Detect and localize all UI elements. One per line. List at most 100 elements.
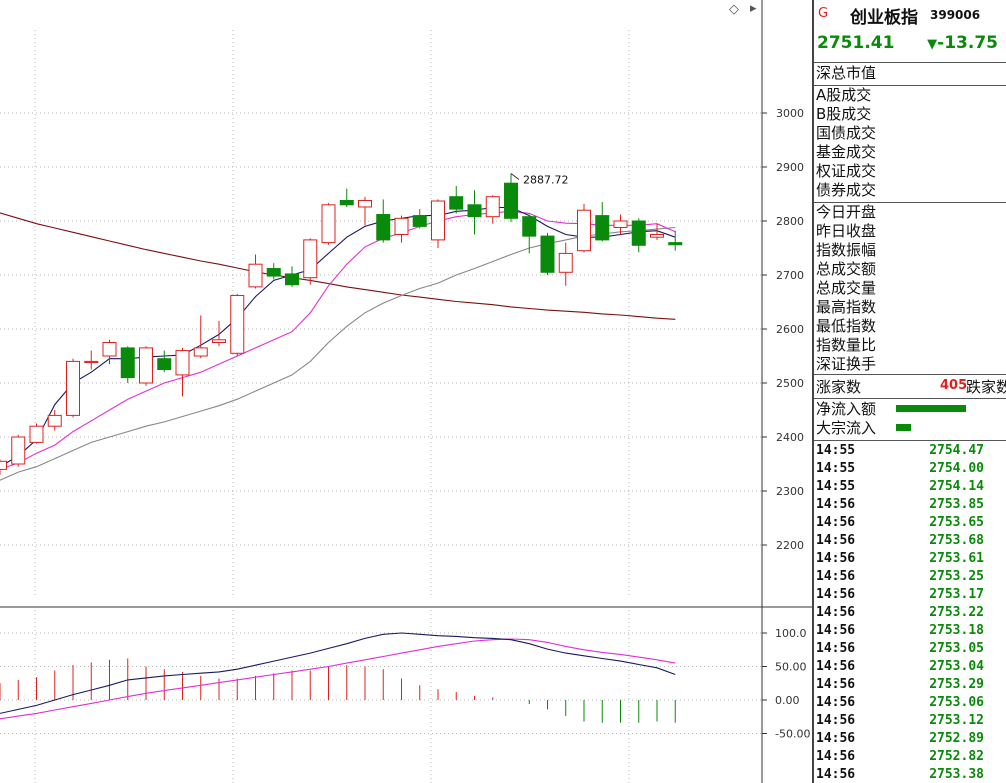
tick-price: 2753.68 xyxy=(929,533,984,548)
y-tick-label: 2500 xyxy=(776,377,804,390)
tick-row: 14:56 2753.85 xyxy=(814,496,1006,514)
flow-bar xyxy=(896,424,912,431)
macd-y-tick-label: 100.0 xyxy=(775,627,807,640)
tick-row: 14:56 2753.18 xyxy=(814,622,1006,640)
candle-up xyxy=(303,239,318,279)
candle-up xyxy=(193,347,208,357)
kline-chart[interactable]: 3000 2900 2800 2700 2600 2500 2400 2300 2200 2887… xyxy=(0,0,812,783)
tick-row: 14:56 2753.06 xyxy=(814,694,1006,712)
tick-time: 14:56 xyxy=(816,641,856,656)
candle-down xyxy=(449,196,464,210)
candle-up xyxy=(230,295,245,354)
stat-label: 深总市值 xyxy=(816,64,877,82)
candle-up xyxy=(47,414,62,427)
tick-row: 14:55 2754.14 xyxy=(814,478,1006,496)
flow-bar xyxy=(896,405,966,412)
tick-row: 14:56 2753.29 xyxy=(814,676,1006,694)
index-header: G 创业板指 399006 xyxy=(814,0,1006,28)
divider xyxy=(814,440,1006,441)
stat-label: 权证成交 xyxy=(816,162,877,180)
price-row: 2751.41 ▼-13.75 xyxy=(814,30,1006,58)
last-price: 2751.41 xyxy=(817,33,895,53)
tick-time: 14:56 xyxy=(816,569,856,584)
stat-label: B股成交 xyxy=(816,105,872,123)
g-flag: G xyxy=(818,6,829,21)
candle-down xyxy=(467,204,482,218)
stat-label: 最低指数 xyxy=(816,317,877,335)
candle-up xyxy=(29,425,44,443)
tick-price: 2754.14 xyxy=(929,479,984,494)
tick-time: 14:56 xyxy=(816,731,856,746)
tick-time: 14:56 xyxy=(816,713,856,728)
y-tick-label: 3000 xyxy=(776,107,804,120)
ma5-line xyxy=(0,206,676,468)
candle-down xyxy=(540,235,555,273)
flow-label: 大宗流入 xyxy=(816,419,877,437)
tick-row: 14:56 2753.05 xyxy=(814,640,1006,658)
candle-down xyxy=(668,242,683,246)
tick-row: 14:56 2752.89 xyxy=(814,730,1006,748)
y-tick-label: 2200 xyxy=(776,539,804,552)
tick-row: 14:56 2753.65 xyxy=(814,514,1006,532)
tick-price: 2754.00 xyxy=(929,461,984,476)
tick-price: 2752.82 xyxy=(929,749,984,764)
candle-up xyxy=(102,342,117,357)
y-tick-label: 2400 xyxy=(776,431,804,444)
candle-down xyxy=(120,347,135,379)
tick-price: 2753.25 xyxy=(929,569,984,584)
y-tick-label: 2300 xyxy=(776,485,804,498)
tick-time: 14:56 xyxy=(816,695,856,710)
tick-price: 2753.04 xyxy=(929,659,984,674)
tick-price: 2753.05 xyxy=(929,641,984,656)
tick-time: 14:56 xyxy=(816,533,856,548)
price-change-value: -13.75 xyxy=(937,33,998,53)
ma20-line xyxy=(0,226,676,481)
candle-up xyxy=(84,360,99,363)
candle-up xyxy=(431,200,445,241)
candle-down xyxy=(157,358,172,371)
max-label: 2887.72 xyxy=(523,173,569,186)
divider xyxy=(814,62,1006,63)
arrow-right-icon[interactable]: ▸ xyxy=(750,1,757,16)
tick-price: 2754.47 xyxy=(929,443,984,458)
advance-label: 涨家数 xyxy=(816,378,862,396)
tick-row: 14:56 2753.04 xyxy=(814,658,1006,676)
tick-time: 14:56 xyxy=(816,623,856,638)
stat-label: 今日开盘 xyxy=(816,203,877,221)
tick-row: 14:56 2753.17 xyxy=(814,586,1006,604)
y-tick-label: 2900 xyxy=(776,161,804,174)
tick-price: 2753.38 xyxy=(929,767,984,782)
macd-dea-line xyxy=(0,638,676,720)
tick-time: 14:55 xyxy=(816,461,856,476)
quote-panel: G 创业板指 399006 2751.41 ▼-13.75 深总市值 A股成交 B股… xyxy=(814,0,1006,783)
candle-up xyxy=(248,263,263,288)
tick-price: 2753.65 xyxy=(929,515,984,530)
macd-dif-line xyxy=(0,632,676,714)
tick-row: 14:56 2753.25 xyxy=(814,568,1006,586)
decline-label: 跌家数 xyxy=(966,378,1006,396)
candle-down xyxy=(285,273,299,286)
stat-label: 总成交额 xyxy=(816,260,877,278)
y-tick-label: 2600 xyxy=(776,323,804,336)
tick-price: 2753.17 xyxy=(929,587,984,602)
index-name: 创业板指 xyxy=(850,8,918,28)
stat-label: 总成交量 xyxy=(816,279,877,297)
panel-divider xyxy=(812,0,814,783)
tick-row: 14:55 2754.00 xyxy=(814,460,1006,478)
tick-time: 14:56 xyxy=(816,659,856,674)
stat-label: 深证换手 xyxy=(816,355,877,373)
diamond-icon[interactable]: ◇ xyxy=(729,2,739,17)
y-tick-label: 2700 xyxy=(776,269,804,282)
tick-row: 14:56 2753.22 xyxy=(814,604,1006,622)
candle-up xyxy=(394,217,409,236)
divider xyxy=(814,398,1006,399)
tick-time: 14:56 xyxy=(816,587,856,602)
tick-price: 2753.85 xyxy=(929,497,984,512)
tick-time: 14:56 xyxy=(816,749,856,764)
tick-row: 14:56 2753.12 xyxy=(814,712,1006,730)
stat-label: 指数振幅 xyxy=(816,241,877,259)
candle-down xyxy=(376,214,391,241)
candle-down xyxy=(266,268,281,277)
divider xyxy=(814,85,1006,86)
tick-time: 14:56 xyxy=(816,677,856,692)
